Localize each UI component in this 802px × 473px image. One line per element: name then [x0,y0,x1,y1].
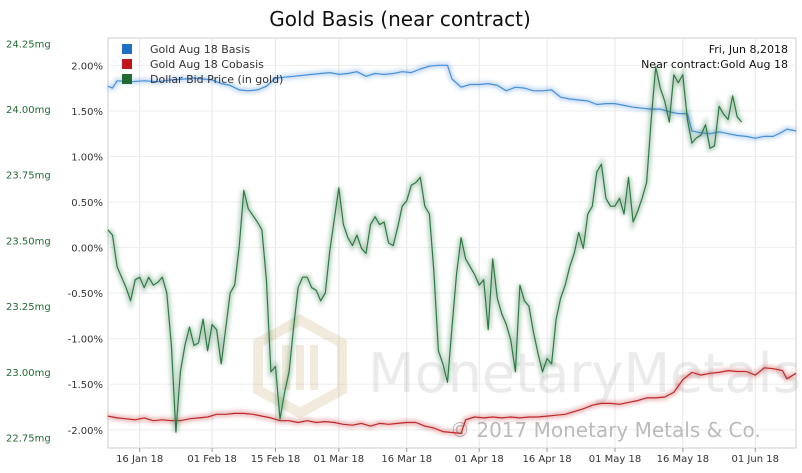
series-line-1 [107,367,797,434]
legend-label-basis: Gold Aug 18 Basis [150,43,250,56]
x-tick-label: 16 Mar 18 [381,454,432,465]
legend-label-cobasis: Gold Aug 18 Cobasis [150,58,264,71]
x-tick-label: 01 Mar 18 [313,454,364,465]
legend: Gold Aug 18 Basis Gold Aug 18 Cobasis Do… [122,43,283,86]
right-axis-tick-label: 23.00mg [6,368,51,379]
annotation-date: Fri, Jun 8,2018 [709,43,788,56]
left-axis-tick-label: -2.00% [68,426,103,437]
legend-swatch-cobasis [122,59,132,69]
watermark-copyright: © 2017 Monetary Metals & Co. [450,418,761,442]
x-tick-label: 16 Apr 18 [522,454,571,465]
annotation-contract: Near contract:Gold Aug 18 [641,58,788,71]
axis-labels: 16 Jan 18 01 Feb 18 15 Feb 18 01 Mar 18 16 M… [6,39,779,465]
x-tick-label: 01 May 18 [589,454,641,465]
left-axis-tick-label: -1.50% [68,380,103,391]
series-layer [106,62,798,437]
x-tick-label: 16 May 18 [657,454,709,465]
grid-lines [108,38,796,448]
left-axis-tick-label: -0.50% [68,289,103,300]
series-line-2 [107,66,743,433]
x-tick-label: 01 Apr 18 [455,454,504,465]
right-axis-tick-label: 24.25mg [6,39,51,50]
chart-title: Gold Basis (near contract) [269,7,531,31]
x-tick-label: 01 Jun 18 [732,454,779,465]
watermark-logo-icon [253,314,347,419]
right-axis-tick-label: 23.25mg [6,302,51,313]
right-axis-tick-label: 24.00mg [6,105,51,116]
x-tick-label: 16 Jan 18 [116,454,163,465]
left-axis-tick-label: 0.50% [71,198,103,209]
right-axis-tick-label: 23.50mg [6,236,51,247]
left-axis-tick-label: 1.50% [71,107,103,118]
x-tick-label: 01 Feb 18 [187,454,237,465]
legend-swatch-dollar [122,74,132,84]
legend-swatch-basis [122,44,132,54]
left-axis-tick-label: 1.00% [71,152,103,163]
legend-label-dollar: Dollar Bid Price (in gold) [150,73,283,86]
right-axis-tick-label: 23.75mg [6,171,51,182]
left-axis-tick-label: 0.00% [71,244,103,255]
left-axis-tick-label: 2.00% [71,61,103,72]
x-tick-label: 15 Feb 18 [251,454,301,465]
right-axis-tick-label: 22.75mg [6,433,51,444]
left-axis-tick-label: -1.00% [68,335,103,346]
